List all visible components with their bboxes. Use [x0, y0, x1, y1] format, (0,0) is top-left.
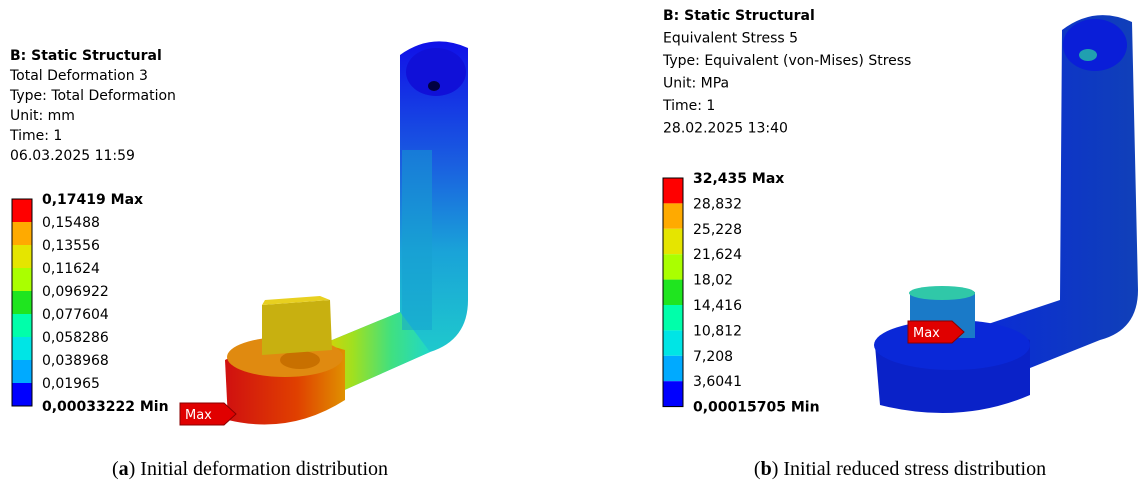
- legend-band: [663, 381, 683, 406]
- caption-part: a: [119, 458, 129, 480]
- figure: B: Static Structural Total Deformation 3 T…: [0, 0, 1145, 492]
- model-b: [874, 15, 1138, 413]
- max-flag-label: Max: [913, 326, 940, 341]
- legend-label: 0,01965: [42, 376, 100, 392]
- header-line: B: Static Structural: [663, 8, 815, 24]
- legend-band: [12, 291, 32, 314]
- header-line: Total Deformation 3: [9, 68, 148, 84]
- caption-part: ) Initial reduced stress distribution: [772, 458, 1046, 480]
- caption-part: ) Initial deformation distribution: [129, 458, 388, 480]
- legend-label: 0,13556: [42, 238, 100, 254]
- header-line: Equivalent Stress 5: [663, 31, 798, 47]
- max-flag-label: Max: [185, 408, 212, 423]
- legend-label: 0,077604: [42, 307, 109, 323]
- header-line: 06.03.2025 11:59: [10, 148, 135, 164]
- header-line: Time: 1: [662, 98, 715, 114]
- legend-label: 21,624: [693, 247, 742, 263]
- legend-label: 18,02: [693, 273, 733, 289]
- legend-label: 28,832: [693, 196, 742, 212]
- legend-band: [12, 245, 32, 268]
- legend-label: 14,416: [693, 298, 742, 314]
- caption: (a) Initial deformation distribution: [112, 458, 388, 480]
- legend-band: [12, 337, 32, 360]
- model-a: [225, 41, 468, 424]
- legend-label: 0,038968: [42, 353, 109, 369]
- legend-band: [663, 229, 683, 254]
- legend-label: 10,812: [693, 323, 742, 339]
- legend-band: [12, 222, 32, 245]
- header-line: Time: 1: [9, 128, 62, 144]
- legend-band: [12, 199, 32, 222]
- header-line: Unit: MPa: [663, 76, 729, 92]
- header-line: Type: Total Deformation: [9, 88, 176, 104]
- header-line: 28.02.2025 13:40: [663, 121, 788, 137]
- legend-band: [12, 314, 32, 337]
- legend-band: [12, 268, 32, 291]
- legend-label: 7,208: [693, 349, 733, 365]
- legend-band: [663, 280, 683, 305]
- legend-label: 3,6041: [693, 374, 742, 390]
- legend-band: [663, 305, 683, 330]
- legend-label: 0,17419 Max: [42, 192, 143, 208]
- header-line: B: Static Structural: [10, 48, 162, 64]
- legend-band: [12, 383, 32, 406]
- header-line: Type: Equivalent (von-Mises) Stress: [662, 53, 911, 69]
- legend-label: 0,058286: [42, 330, 109, 346]
- caption: (b) Initial reduced stress distribution: [754, 458, 1046, 480]
- legend-label: 0,15488: [42, 215, 100, 231]
- legend-band: [663, 356, 683, 381]
- legend-band: [663, 330, 683, 355]
- header-line: Unit: mm: [10, 108, 75, 124]
- legend-band: [663, 254, 683, 279]
- legend-band: [663, 178, 683, 203]
- legend-label: 0,00033222 Min: [42, 399, 169, 415]
- legend-label: 0,11624: [42, 261, 100, 277]
- legend-label: 32,435 Max: [693, 171, 784, 187]
- legend-band: [663, 203, 683, 228]
- legend-band: [12, 360, 32, 383]
- caption-part: b: [761, 458, 772, 480]
- legend-label: 0,00015705 Min: [693, 400, 820, 416]
- legend-label: 0,096922: [42, 284, 109, 300]
- legend-label: 25,228: [693, 222, 742, 238]
